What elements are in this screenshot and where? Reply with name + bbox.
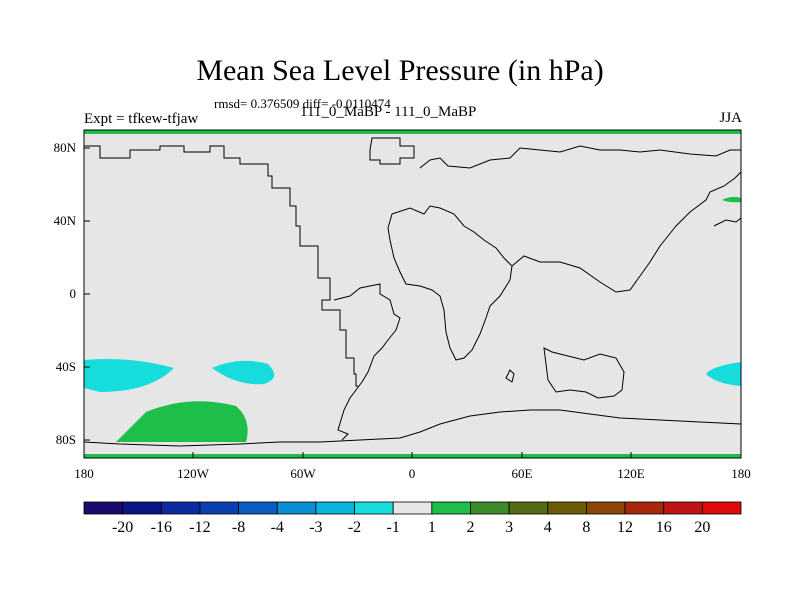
colorbar-label: 1 <box>427 519 436 536</box>
colorbar-box <box>586 501 626 515</box>
colorbar-box <box>83 501 124 515</box>
x-tick-label: 120W <box>177 466 210 481</box>
tick-marks <box>83 147 742 458</box>
coastline-australia <box>543 347 625 399</box>
coastline-japan <box>713 217 742 227</box>
coastline-north-america <box>84 145 358 387</box>
colorbar-label: 3 <box>505 519 514 536</box>
coastline-eurasia-north <box>419 145 741 169</box>
y-tick-label: 40S <box>56 359 76 374</box>
x-tick-label: 180 <box>731 466 751 481</box>
south-pacific-negative-west <box>84 359 174 392</box>
colorbar-label: 2 <box>466 519 475 536</box>
colorbar-label: -1 <box>386 519 400 536</box>
south-pacific-positive <box>116 401 248 442</box>
coastline-greenland <box>369 137 415 165</box>
north-pacific-positive <box>722 196 741 203</box>
colorbar-label: 4 <box>543 519 552 536</box>
colorbar-label: 8 <box>582 519 591 536</box>
colorbar-box <box>431 501 471 515</box>
colorbar-box <box>354 501 394 515</box>
coastline-africa-europe <box>387 205 513 361</box>
colorbar-box <box>470 501 510 515</box>
coastlines <box>83 137 742 447</box>
colorbar <box>83 501 742 515</box>
y-tick-label: 80N <box>54 140 77 155</box>
colorbar-label: -2 <box>347 519 362 536</box>
y-tick-label: 80S <box>56 432 76 447</box>
south-indian-negative <box>706 362 741 386</box>
colorbar-box <box>160 501 201 515</box>
experiment-names: 111_0_MaBP - 111_0_MaBP <box>300 104 477 120</box>
x-tick-label: 180 <box>74 466 94 481</box>
colorbar-label: -12 <box>189 519 211 536</box>
colorbar-box <box>547 501 587 515</box>
colorbar-label: 12 <box>617 519 634 536</box>
coastline-asia-south <box>511 171 742 293</box>
season-label: JJA <box>719 110 742 126</box>
colorbar-box <box>663 501 703 515</box>
stats-text: rmsd= 0.376509 diff= -0.0110474 <box>214 96 391 111</box>
colorbar-box <box>508 501 549 515</box>
arctic-positive-band <box>84 130 741 134</box>
colorbar-box <box>199 501 239 515</box>
colorbar-label: -8 <box>231 519 246 536</box>
colorbar-label: -4 <box>270 519 284 536</box>
colorbar-label: -16 <box>150 519 172 536</box>
x-tick-label: 60W <box>290 466 316 481</box>
coastline-madagascar <box>505 369 515 383</box>
south-pacific-negative-east <box>212 360 275 385</box>
y-tick-labels: 80N 40N 0 40S 80S <box>54 140 77 447</box>
y-tick-label: 0 <box>70 286 77 301</box>
colorbar-label: -3 <box>309 519 323 536</box>
colorbar-label: 20 <box>694 519 711 536</box>
x-tick-label: 60E <box>512 466 533 481</box>
y-tick-label: 40N <box>54 213 77 228</box>
coastline-south-america <box>333 283 401 441</box>
x-tick-label: 0 <box>409 466 416 481</box>
colorbar-box <box>624 501 665 515</box>
x-tick-label: 120E <box>617 466 645 481</box>
colorbar-box <box>122 501 162 515</box>
experiment-label: Expt = tfkew-tfjaw <box>84 111 199 127</box>
colorbar-box <box>392 501 433 515</box>
colorbar-box <box>315 501 355 515</box>
colorbar-box <box>701 501 742 515</box>
colorbar-box <box>276 501 317 515</box>
chart-title: Mean Sea Level Pressure (in hPa) <box>196 54 604 87</box>
coastline-antarctica <box>83 409 742 447</box>
colorbar-box <box>238 501 278 515</box>
colorbar-label: 16 <box>655 519 672 536</box>
colorbar-label: -20 <box>111 519 134 536</box>
x-tick-labels: 180 120W 60W 0 60E 120E 180 <box>74 466 751 481</box>
